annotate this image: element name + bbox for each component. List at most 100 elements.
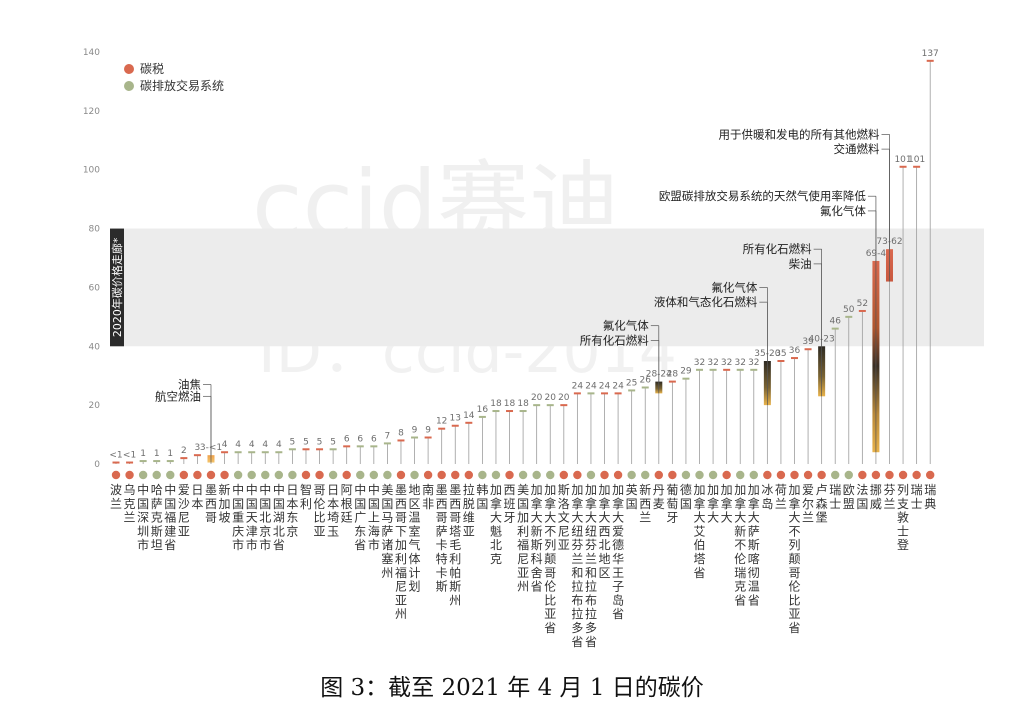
category-char: 大 (694, 511, 706, 525)
legend-label: 碳税 (140, 62, 164, 76)
category-label: 加拿大新不伦瑞克省 (734, 483, 746, 607)
category-char: 庆 (232, 524, 244, 538)
y-tick-label: 20 (89, 401, 101, 411)
category-char: 士 (897, 524, 909, 538)
type-dot (396, 470, 406, 480)
category-char: 重 (232, 511, 244, 525)
category-char: 加 (788, 483, 800, 497)
category-char: 省 (694, 566, 706, 580)
category-char: 纽 (571, 524, 583, 538)
data-label: 4 (222, 440, 228, 450)
category-char: 拿 (599, 496, 611, 511)
category-char: 布 (585, 593, 597, 607)
category-char: 拿 (612, 496, 624, 511)
category-char: 墨 (436, 483, 448, 497)
category-char: 塔 (449, 524, 461, 538)
data-label: 9 (425, 426, 431, 436)
category-char: 斯 (531, 538, 543, 552)
category-char: 不 (734, 538, 746, 552)
category-char: 加 (490, 483, 502, 497)
type-dot (722, 470, 731, 480)
category-char: 欧 (843, 483, 855, 497)
data-label: 50 (843, 305, 855, 315)
data-label: 5 (330, 437, 336, 447)
annotation-text: 氟化气体 (820, 204, 866, 218)
data-label: 5 (290, 437, 296, 447)
category-char: 哥 (395, 511, 407, 525)
category-char: 中 (232, 482, 244, 497)
data-label: 4 (249, 440, 255, 450)
legend-label: 碳排放交易系统 (140, 78, 224, 93)
category-label: 中国福建省 (164, 482, 176, 552)
category-char: 国 (259, 497, 271, 511)
category-char: 兰 (775, 497, 787, 511)
category-label: 加拿大新斯科舍省 (531, 483, 543, 594)
data-label: 14 (463, 411, 475, 421)
category-char: 利 (395, 552, 407, 566)
category-char: 区 (599, 566, 611, 580)
category-char: 脱 (463, 496, 475, 511)
category-char: 拉 (463, 482, 475, 497)
category-labels: 波兰乌克兰中国深圳市哈萨克斯坦中国福建省爱沙尼亚日本墨西哥新加坡中国重庆市中国天… (110, 482, 936, 649)
category-char: 墨 (395, 483, 407, 497)
data-label: 18 (504, 399, 516, 409)
type-dot (206, 470, 216, 480)
category-char: 省 (788, 621, 800, 635)
data-label: 52 (857, 299, 868, 309)
category-char: 加 (219, 497, 231, 511)
category-char: 大 (707, 511, 719, 525)
category-char: 埼 (327, 511, 339, 525)
category-char: 马 (381, 511, 393, 525)
category-label: 新西兰 (639, 482, 651, 525)
category-char: 伦 (788, 579, 800, 594)
data-label: 1 (167, 449, 173, 459)
category-char: 上 (368, 511, 380, 525)
annotation-text: 欧盟碳排放交易系统的天然气使用率降低 (659, 189, 866, 203)
category-char: 瑞 (924, 483, 936, 497)
category-char: 国 (164, 497, 176, 511)
category-char: 岛 (612, 592, 624, 607)
category-char: 卢 (816, 482, 828, 497)
category-char: 加 (694, 483, 706, 497)
type-dot (803, 470, 813, 480)
data-label: <1 (123, 451, 136, 461)
category-char: 国 (137, 497, 149, 511)
category-char: 加 (721, 483, 733, 497)
type-dot (179, 470, 189, 480)
category-char: 加 (748, 483, 760, 497)
category-label: 加拿大西北地区 (599, 483, 611, 580)
price-corridor-rect (112, 228, 984, 347)
category-char: 尔 (802, 496, 814, 511)
category-char: 市 (137, 537, 149, 552)
type-dot (369, 470, 379, 480)
category-char: 中 (137, 482, 149, 497)
type-dot (586, 470, 596, 480)
y-tick-label: 60 (89, 283, 101, 293)
y-tick-label: 120 (83, 107, 100, 117)
category-char: 兰 (802, 511, 814, 525)
category-char: 哥 (314, 483, 326, 497)
category-char: 阿 (341, 483, 353, 497)
type-dot (261, 470, 270, 480)
category-char: 加 (707, 483, 719, 497)
category-char: 西 (436, 497, 448, 511)
category-label: 墨西哥下加利福尼亚州 (395, 483, 407, 621)
category-char: 大 (544, 511, 556, 525)
category-char: 玉 (327, 524, 339, 538)
category-char: 布 (571, 593, 583, 607)
category-label: 地区温室气体计划 (409, 483, 421, 594)
category-char: 克 (151, 511, 163, 525)
data-label: 46 (829, 317, 841, 327)
data-label: 4 (262, 440, 268, 450)
category-char: 大 (531, 511, 543, 525)
category-char: 地 (599, 552, 611, 566)
type-dot (138, 470, 148, 480)
category-char: 大 (612, 511, 624, 525)
category-label: 加拿大 (707, 483, 719, 525)
category-char: 牙 (666, 511, 678, 525)
category-char: 北 (273, 524, 285, 538)
category-char: 新 (531, 523, 543, 538)
category-char: 士 (829, 497, 841, 511)
category-label: 智利 (300, 482, 312, 511)
category-char: 国 (232, 497, 244, 511)
